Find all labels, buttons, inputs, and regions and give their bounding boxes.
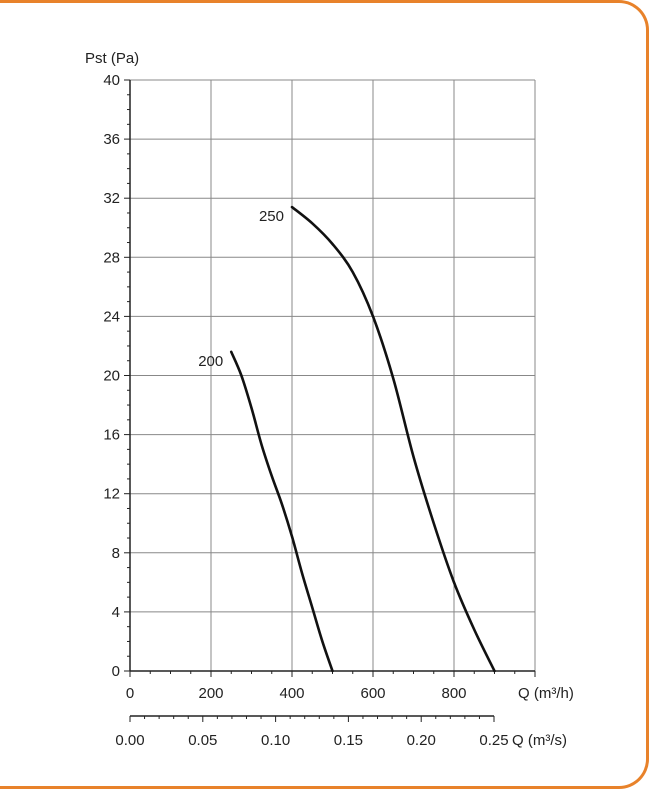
x-tick-label: 800 <box>441 685 466 702</box>
y-tick-label: 0 <box>112 663 120 680</box>
x2-tick-label: 0.05 <box>188 732 217 749</box>
x-tick-label: 400 <box>279 685 304 702</box>
y-tick-label: 28 <box>103 249 120 266</box>
x2-tick-label: 0.00 <box>115 732 144 749</box>
y-tick-label: 8 <box>112 545 120 562</box>
y-tick-label: 12 <box>103 486 120 503</box>
x2-tick-label: 0.25 <box>479 732 508 749</box>
x-tick-label: 600 <box>360 685 385 702</box>
grid <box>130 79 536 671</box>
series-line-200 <box>229 350 334 673</box>
y-tick-label: 40 <box>103 72 120 89</box>
y-tick-label: 16 <box>103 427 120 444</box>
x2-tick-label: 0.20 <box>407 732 436 749</box>
x-axis-title: Q (m³/h) <box>518 685 574 702</box>
x-tick-label: 0 <box>126 685 134 702</box>
y-tick-label: 36 <box>103 131 120 148</box>
y-tick-label: 24 <box>103 308 120 325</box>
x-tick-label: 200 <box>198 685 223 702</box>
series-label-250: 250 <box>259 208 284 225</box>
y-tick-label: 4 <box>112 604 120 621</box>
x2-tick-label: 0.15 <box>334 732 363 749</box>
series-line-250 <box>290 205 496 673</box>
series-label-200: 200 <box>198 353 223 370</box>
x2-axis-title: Q (m³/s) <box>512 732 567 749</box>
series-group <box>229 205 496 673</box>
y-tick-label: 32 <box>103 190 120 207</box>
x2-tick-label: 0.10 <box>261 732 290 749</box>
y-axis-title: Pst (Pa) <box>85 50 139 67</box>
y-tick-label: 20 <box>103 368 120 385</box>
